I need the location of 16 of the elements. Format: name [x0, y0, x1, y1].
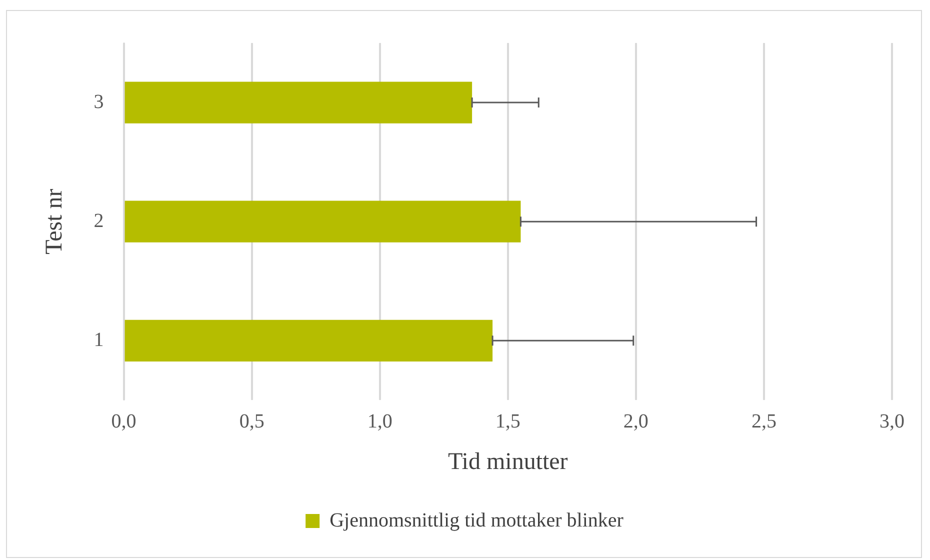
legend-label: Gjennomsnittlig tid mottaker blinker: [330, 509, 624, 532]
bar: [124, 320, 493, 362]
bar: [124, 82, 472, 124]
bar: [124, 200, 521, 242]
x-tick-label: 3,0: [880, 410, 904, 432]
y-tick-label: 2: [94, 210, 104, 232]
x-tick-label: 2,5: [751, 410, 776, 432]
x-axis-title: Tid minutter: [448, 448, 568, 475]
x-tick-label: 1,0: [367, 410, 392, 432]
x-tick-label: 0,5: [239, 410, 264, 432]
y-tick-label: 3: [94, 90, 104, 113]
y-tick-label: 1: [94, 328, 104, 351]
x-tick-label: 1,5: [495, 410, 520, 432]
x-tick-label: 2,0: [623, 410, 648, 432]
y-axis-title: Test nr: [42, 188, 68, 254]
x-tick-label: 0,0: [111, 410, 136, 432]
